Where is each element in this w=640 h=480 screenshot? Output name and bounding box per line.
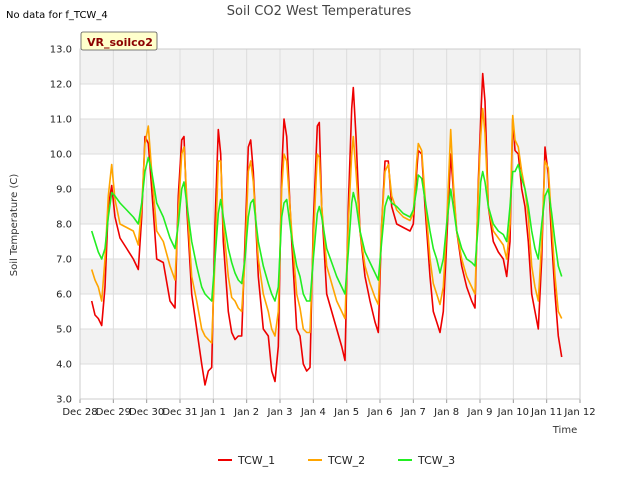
x-tick-label: Jan 1 (200, 407, 226, 418)
plot-frame (79, 48, 581, 400)
no-data-note: No data for f_TCW_4 (6, 10, 108, 21)
y-tick-label: 9.0 (56, 185, 72, 196)
x-tick-label: Jan 4 (300, 407, 326, 418)
legend-label: TCW_2 (327, 454, 365, 467)
axes: 3.0 4.0 5.0 6.0 7.0 8.0 9.0 10.0 11.0 12.0 13.0 Dec… (50, 45, 596, 419)
y-tick-label: 13.0 (50, 45, 72, 56)
y-tick-label: 11.0 (50, 115, 72, 126)
y-tick-label: 6.0 (56, 290, 72, 301)
y-axis-label: Soil Temperature (C) (9, 174, 20, 277)
plot-band (80, 329, 580, 364)
source-badge: VR_soilco2 (80, 31, 158, 51)
x-tick-label: Jan 11 (530, 407, 562, 418)
legend-label: TCW_3 (417, 454, 455, 467)
legend: TCW_1 TCW_2 TCW_3 (218, 454, 455, 467)
legend-item-tcw_1: TCW_1 (218, 454, 275, 467)
x-tick-label: Jan 9 (467, 407, 493, 418)
plot-band (80, 49, 580, 84)
y-tick-label: 7.0 (56, 255, 72, 266)
plot-band (80, 119, 580, 154)
x-axis-label: Time (552, 425, 577, 436)
x-tick-label: Jan 3 (267, 407, 293, 418)
y-tick-label: 5.0 (56, 325, 72, 336)
badge-box (80, 31, 158, 51)
x-tick-label: Jan 7 (400, 407, 426, 418)
x-tick-label: Dec 29 (96, 407, 131, 418)
x-tick-label: Jan 2 (233, 407, 259, 418)
legend-item-tcw_3: TCW_3 (398, 454, 455, 467)
y-tick-label: 10.0 (50, 150, 72, 161)
y-tick-label: 3.0 (56, 395, 72, 406)
x-tick-label: Dec 30 (129, 407, 164, 418)
legend-item-tcw_2: TCW_2 (308, 454, 365, 467)
x-tick-label: Dec 28 (62, 407, 97, 418)
x-tick-label: Dec 31 (162, 407, 197, 418)
x-tick-label: Jan 12 (563, 407, 595, 418)
x-tick-label: Jan 8 (433, 407, 459, 418)
series-layer (90, 72, 563, 386)
badge-label: VR_soilco2 (87, 36, 153, 49)
y-tick-label: 12.0 (50, 80, 72, 91)
legend-label: TCW_1 (237, 454, 275, 467)
x-tick-label: Jan 5 (333, 407, 359, 418)
y-tick-label: 4.0 (56, 360, 72, 371)
x-tick-label: Jan 10 (497, 407, 529, 418)
x-tick-label: Jan 6 (367, 407, 393, 418)
chart-title: Soil CO2 West Temperatures (227, 4, 412, 19)
y-tick-label: 8.0 (56, 220, 72, 231)
series-line-tcw_3 (90, 156, 563, 302)
